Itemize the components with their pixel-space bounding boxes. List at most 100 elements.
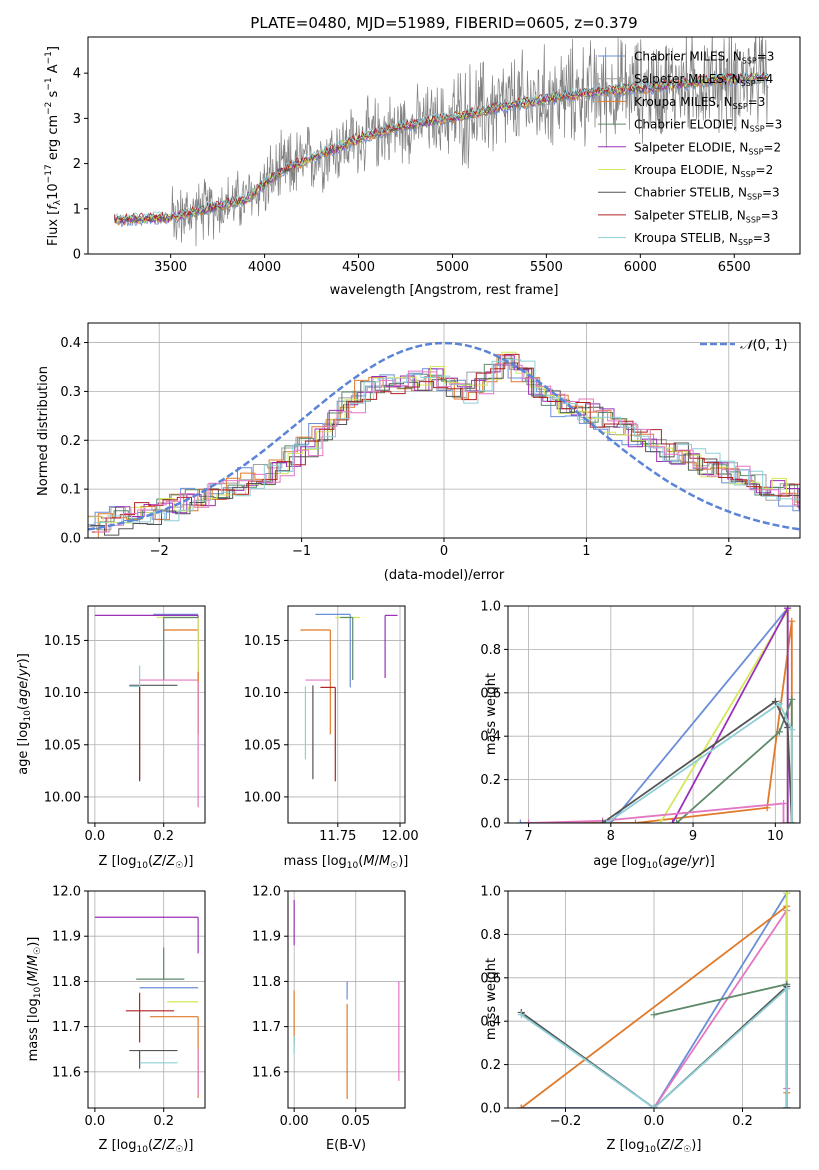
residual-histogram-panel: −2 −1 0 1 2 0.0 0.1 0.2 0.3 0.4 𝒩(0, 1) (data-mod… xyxy=(36,322,801,583)
weight-age-xtick-label: 10 xyxy=(767,829,784,844)
histogram-step-line xyxy=(88,351,800,524)
normal-legend-label: 𝒩(0, 1) xyxy=(740,338,787,353)
legend-entry-label: Kroupa MILES, NSSP=3 xyxy=(634,95,765,111)
spectrum-xtick-label: 3500 xyxy=(154,260,187,275)
age-z-ytick-label: 10.00 xyxy=(44,790,81,805)
mass-ebv-ytick-label: 11.8 xyxy=(252,975,281,990)
mass-weight-marker xyxy=(656,819,664,823)
mass-weight-marker xyxy=(599,819,607,823)
weight-age-xtick-label: 9 xyxy=(689,829,697,844)
mass-z-ytick-label: 11.6 xyxy=(52,1065,81,1080)
p8-xlabel: Z [log10(Z/Z☉)] xyxy=(607,1138,702,1155)
weight-age-ytick-label: 0.4 xyxy=(480,730,501,745)
age-mass-axes-frame xyxy=(287,605,406,824)
spectrum-xtick-label: 4000 xyxy=(248,260,281,275)
mass-ebv-xtick-label: 0.05 xyxy=(341,1114,370,1129)
mass-weight-marker xyxy=(784,819,792,823)
mass-z-xtick-label: 0.0 xyxy=(85,1114,106,1129)
p6-xlabel: Z [log10(Z/Z☉)] xyxy=(99,1138,194,1155)
histogram-xlabel: (data-model)/error xyxy=(384,568,505,583)
massweight-vs-Z-panel: −0.2 0.0 0.2 0.0 0.2 0.4 0.6 0.8 1.0 xyxy=(480,885,801,1129)
spectrum-xlabel: wavelength [Angstrom, rest frame] xyxy=(330,283,559,298)
histogram-ytick-label: 0.3 xyxy=(60,385,81,400)
mass-weight-marker xyxy=(780,799,788,807)
mass-z-ytick-label: 11.7 xyxy=(52,1020,81,1035)
figure-title: PLATE=0480, MJD=51989, FIBERID=0605, z=0… xyxy=(250,14,637,32)
histogram-xtick-label: 0 xyxy=(440,544,448,559)
histogram-legend: 𝒩(0, 1) xyxy=(700,338,787,353)
spectrum-ytick-label: 4 xyxy=(73,67,81,82)
mass-weight-marker xyxy=(788,695,796,703)
mass-ebv-ytick-label: 11.6 xyxy=(252,1065,281,1080)
legend-entry-label: Chabrier STELIB, NSSP=3 xyxy=(634,186,780,202)
age-mass-ytick-label: 10.00 xyxy=(244,790,281,805)
age-z-ytick-label: 10.15 xyxy=(44,634,81,649)
age-z-axes-frame xyxy=(87,605,206,824)
mass-weight-line xyxy=(602,700,793,823)
p5-ylabel: mass weight xyxy=(484,673,499,755)
mass-z-ytick-label: 12.0 xyxy=(52,885,81,900)
mass-z-axes-frame xyxy=(87,890,206,1109)
histogram-step-line xyxy=(91,353,800,533)
p6-ylabel: mass [log10(M/M☉)] xyxy=(26,937,43,1062)
mass-ebv-points-layer xyxy=(293,900,400,1099)
weight-z-xtick-label: 0.2 xyxy=(732,1114,753,1129)
age-mass-xtick-label: 12.00 xyxy=(381,829,418,844)
weight-age-lines-layer xyxy=(516,606,796,823)
weight-age-xtick-label: 8 xyxy=(607,829,615,844)
histogram-ytick-label: 0.2 xyxy=(60,434,81,449)
mass-weight-marker xyxy=(783,985,791,993)
spectrum-xtick-label: 5500 xyxy=(530,260,563,275)
mass-weight-marker xyxy=(783,891,791,897)
histogram-step-line xyxy=(93,359,800,524)
mass-ebv-ytick-label: 11.9 xyxy=(252,930,281,945)
weight-age-xtick-label: 7 xyxy=(524,829,532,844)
histogram-step-line xyxy=(90,362,800,536)
age-z-xtick-label: 0.2 xyxy=(153,829,174,844)
mass-weight-marker xyxy=(788,617,796,625)
normal-curve-line xyxy=(88,341,800,531)
model-spectrum-line xyxy=(113,70,769,222)
mass-ebv-ytick-label: 11.7 xyxy=(252,1020,281,1035)
mass-weight-marker xyxy=(669,819,677,823)
age-z-xtick-label: 0.0 xyxy=(85,829,106,844)
weight-age-ytick-label: 1.0 xyxy=(480,600,501,615)
spectrum-xtick-label: 6000 xyxy=(624,260,657,275)
spectrum-xtick-label: 5000 xyxy=(436,260,469,275)
mass-weight-marker xyxy=(783,1104,791,1108)
mass-weight-marker xyxy=(780,819,788,823)
mass-weight-marker xyxy=(788,819,796,823)
histogram-xtick-label: 1 xyxy=(582,544,590,559)
weight-age-ytick-label: 0.6 xyxy=(480,686,501,701)
mass-weight-marker xyxy=(517,1011,525,1019)
histogram-ticks: −2 −1 0 1 2 0.0 0.1 0.2 0.3 0.4 xyxy=(60,336,733,559)
mass-vs-ebv-panel: 0.00 0.05 11.6 11.7 11.8 11.9 12.0 xyxy=(252,885,406,1129)
spectrum-axes-frame xyxy=(87,36,801,255)
mass-weight-marker xyxy=(775,700,783,708)
weight-z-lines-layer xyxy=(517,891,791,1108)
weight-z-xtick-label: −0.2 xyxy=(550,1114,582,1129)
age-mass-xtick-label: 11.75 xyxy=(319,829,356,844)
spectrum-ticks: 3500 4000 4500 5000 5500 6000 6500 0 1 2 3 4 xyxy=(73,67,751,275)
weight-z-ytick-label: 1.0 xyxy=(480,885,501,900)
spectrum-xtick-label: 4500 xyxy=(342,260,375,275)
legend-entry-label: Kroupa STELIB, NSSP=3 xyxy=(634,231,771,247)
spectrum-ylabel: Flux [fλ10−17 erg cm−2 s−1 A−1] xyxy=(44,46,63,246)
histogram-step-line xyxy=(95,363,800,533)
mass-z-ytick-label: 11.8 xyxy=(52,975,81,990)
mass-weight-line xyxy=(520,986,788,1108)
weight-age-ytick-label: 0.0 xyxy=(480,817,501,832)
weight-z-ytick-label: 0.4 xyxy=(480,1015,501,1030)
age-mass-ytick-label: 10.15 xyxy=(244,634,281,649)
spectrum-ytick-label: 1 xyxy=(73,202,81,217)
mass-weight-marker xyxy=(517,1104,525,1108)
weight-z-ytick-label: 0.8 xyxy=(480,928,501,943)
histogram-ylabel: Normed distribution xyxy=(36,366,51,496)
weight-age-ytick-label: 0.2 xyxy=(480,773,501,788)
mass-weight-marker xyxy=(650,1011,658,1019)
histogram-step-line xyxy=(88,355,800,519)
mass-weight-marker xyxy=(525,819,533,823)
mass-weight-marker xyxy=(775,728,783,736)
weight-age-axes-frame xyxy=(507,605,801,824)
